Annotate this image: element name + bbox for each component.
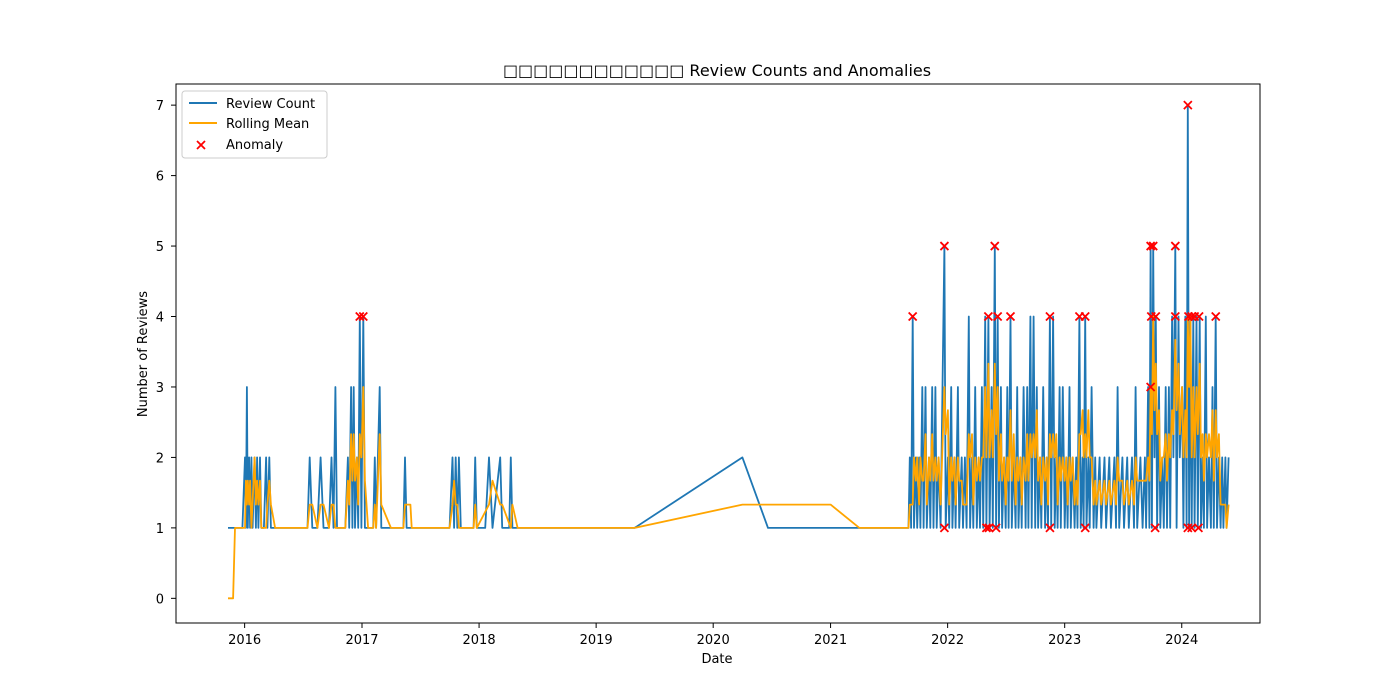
x-tick-label: 2023 — [1048, 633, 1081, 648]
anomaly-marker — [1146, 382, 1156, 392]
anomaly-marker — [1146, 241, 1156, 251]
anomaly-marker — [355, 311, 365, 322]
x-tick-label: 2018 — [463, 633, 496, 648]
y-axis-label: Number of Reviews — [136, 291, 151, 417]
y-tick-label: 1 — [156, 522, 164, 537]
anomaly-marker — [1211, 311, 1221, 322]
anomaly-marker — [1045, 523, 1055, 533]
chart-title: □□□□□□□□□□□□ Review Counts and Anomalies — [503, 61, 931, 80]
legend-frame — [181, 90, 328, 159]
anomaly-marker — [1151, 311, 1161, 322]
anomaly-marker — [993, 311, 1003, 322]
anomaly-marker — [981, 523, 992, 533]
x-tick-label: 2021 — [814, 633, 847, 648]
anomaly-marker — [984, 523, 994, 533]
anomaly-marker — [1187, 523, 1197, 533]
y-axis: 0 1 2 3 4 5 6 7 — [156, 99, 176, 607]
anomaly-marker — [1194, 311, 1204, 322]
legend-label-rolling-mean: Rolling Mean — [226, 117, 309, 132]
y-tick-label: 3 — [156, 381, 164, 396]
anomaly-marker — [1170, 241, 1180, 251]
x-tick-label: 2019 — [580, 633, 613, 648]
anomaly-marker — [908, 311, 918, 322]
anomaly-marker — [983, 311, 993, 322]
anomaly-marker — [939, 523, 950, 533]
anomaly-marker — [1150, 523, 1160, 533]
anomaly-marker — [939, 241, 950, 251]
x-axis-label: Date — [701, 652, 732, 667]
legend-swatch-anomaly — [196, 140, 206, 150]
anomaly-marker — [1183, 100, 1193, 110]
y-tick-label: 2 — [156, 451, 164, 466]
anomaly-marker — [1045, 311, 1055, 322]
anomaly-layer — [355, 100, 1221, 533]
anomaly-marker — [1183, 523, 1193, 533]
series-line-rolling-mean — [228, 315, 1230, 600]
anomaly-marker — [1170, 311, 1180, 322]
anomaly-marker — [1080, 311, 1090, 322]
x-axis: 2016 2017 2018 2019 2020 2021 2022 2023 2024 — [228, 623, 1198, 648]
anomaly-marker — [1193, 523, 1204, 533]
x-tick-label: 2016 — [228, 633, 261, 648]
y-tick-label: 6 — [156, 170, 164, 185]
anomaly-marker — [1148, 241, 1158, 251]
x-tick-label: 2020 — [697, 633, 730, 648]
legend-label-anomaly: Anomaly — [226, 138, 283, 153]
y-tick-label: 7 — [156, 99, 164, 114]
anomaly-marker — [1005, 311, 1016, 322]
anomaly-marker — [358, 311, 368, 322]
legend: Review Count Rolling Mean Anomaly — [181, 90, 328, 159]
anomaly-marker — [1080, 523, 1090, 533]
anomaly-marker — [991, 523, 1001, 533]
x-tick-label: 2022 — [931, 633, 964, 648]
x-tick-label: 2024 — [1165, 633, 1198, 648]
y-tick-label: 0 — [156, 592, 164, 607]
legend-label-review-count: Review Count — [226, 97, 315, 112]
anomaly-marker — [1187, 311, 1197, 322]
plot-area — [175, 83, 1261, 624]
y-tick-label: 5 — [156, 240, 164, 255]
plot-frame — [175, 83, 1261, 624]
anomaly-marker — [990, 241, 1000, 251]
x-tick-label: 2017 — [345, 633, 378, 648]
y-tick-label: 4 — [156, 311, 164, 326]
